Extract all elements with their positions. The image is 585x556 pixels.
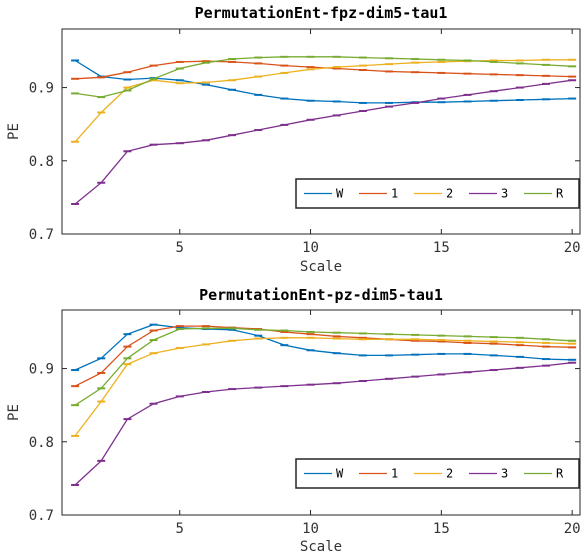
legend-label: 2 bbox=[446, 187, 453, 201]
series-R bbox=[71, 55, 577, 99]
x-tick-label: 15 bbox=[433, 240, 450, 256]
series-line bbox=[74, 59, 573, 104]
y-tick-label: 0.7 bbox=[29, 227, 54, 243]
y-tick-label: 0.7 bbox=[29, 508, 54, 524]
series-3 bbox=[71, 79, 577, 205]
series-line bbox=[74, 59, 573, 143]
legend-label: W bbox=[336, 467, 344, 481]
series-line bbox=[74, 337, 573, 437]
series-2 bbox=[71, 336, 577, 437]
series-line bbox=[74, 327, 573, 406]
legend-label: 2 bbox=[446, 467, 453, 481]
series-W bbox=[71, 323, 577, 372]
series-line bbox=[75, 56, 573, 98]
legend-label: W bbox=[336, 187, 344, 201]
x-tick-label: 20 bbox=[564, 521, 581, 537]
x-axis-label: Scale bbox=[300, 259, 342, 275]
x-tick-label: 10 bbox=[302, 240, 319, 256]
legend: W 1 2 3 R bbox=[295, 458, 580, 489]
series-R bbox=[71, 327, 577, 407]
legend-label: R bbox=[556, 187, 564, 201]
x-tick-label: 5 bbox=[176, 240, 184, 256]
series-line bbox=[74, 79, 573, 205]
legend: W 1 2 3 R bbox=[295, 178, 580, 209]
y-tick-label: 0.9 bbox=[29, 81, 54, 97]
y-tick-label: 0.8 bbox=[29, 435, 54, 451]
chart-panel-1: PermutationEnt-fpz-dim5-tau1 5 10 15 20 0.7 0.… bbox=[6, 4, 581, 275]
legend-label: 1 bbox=[391, 187, 398, 201]
y-tick-label: 0.9 bbox=[29, 362, 54, 378]
x-tick-label: 15 bbox=[433, 521, 450, 537]
chart-title: PermutationEnt-pz-dim5-tau1 bbox=[199, 286, 443, 304]
y-axis-label: PE bbox=[6, 404, 22, 421]
legend-label: 1 bbox=[391, 467, 398, 481]
y-tick-label: 0.8 bbox=[29, 154, 54, 170]
series-line bbox=[74, 362, 573, 486]
legend-label: 3 bbox=[501, 187, 508, 201]
chart-panel-2: PermutationEnt-pz-dim5-tau1 5 10 15 20 0.7 0.8… bbox=[6, 286, 581, 555]
x-axis-label: Scale bbox=[300, 539, 342, 555]
y-axis-label: PE bbox=[6, 123, 22, 140]
legend-label: 3 bbox=[501, 467, 508, 481]
x-tick-label: 20 bbox=[564, 240, 581, 256]
series-line bbox=[75, 60, 573, 80]
series-1 bbox=[71, 325, 577, 388]
x-tick-label: 10 bbox=[302, 521, 319, 537]
series-1 bbox=[71, 60, 577, 80]
series-line bbox=[74, 325, 573, 387]
series-line bbox=[74, 323, 573, 371]
legend-label: R bbox=[556, 467, 564, 481]
x-tick-label: 5 bbox=[176, 521, 184, 537]
plot-area bbox=[61, 309, 581, 516]
plot-area bbox=[61, 28, 581, 235]
series-3 bbox=[71, 361, 577, 486]
chart-title: PermutationEnt-fpz-dim5-tau1 bbox=[195, 4, 448, 22]
